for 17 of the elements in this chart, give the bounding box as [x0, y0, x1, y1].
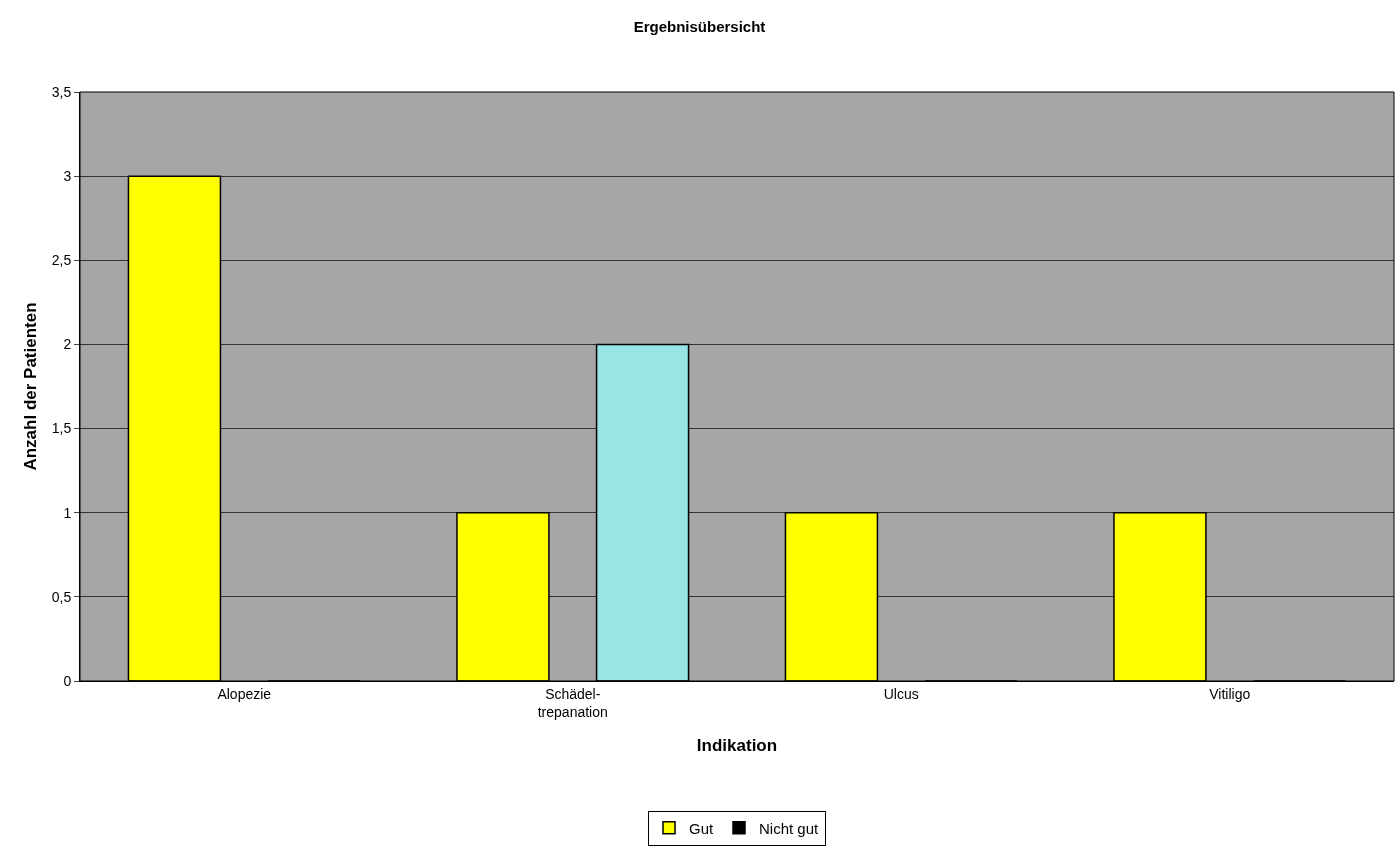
y-axis-title: Anzahl der Patienten: [21, 302, 40, 471]
y-tick-label: 2,5: [51, 252, 72, 269]
legend-label: Nicht gut: [759, 819, 820, 837]
x-tick-label: Schädel- trepanation: [537, 685, 608, 720]
y-tick-label: 1: [63, 504, 72, 521]
y-tick-label: 3,5: [51, 83, 72, 100]
x-axis-title: Indikation: [696, 736, 778, 756]
y-tick-label: 0: [63, 672, 72, 689]
x-tick-label: Vitiligo: [1209, 685, 1251, 702]
chart-title: Ergebnisübersicht: [633, 17, 766, 35]
x-tick-label: Alopezie: [217, 685, 272, 702]
legend-label: Gut: [689, 819, 715, 837]
y-tick-label: 2: [63, 336, 72, 353]
x-tick-label: Ulcus: [883, 685, 919, 702]
y-tick-label: 0,5: [51, 588, 72, 605]
y-tick-label: 3: [63, 168, 72, 185]
y-tick-label: 1,5: [51, 420, 72, 437]
